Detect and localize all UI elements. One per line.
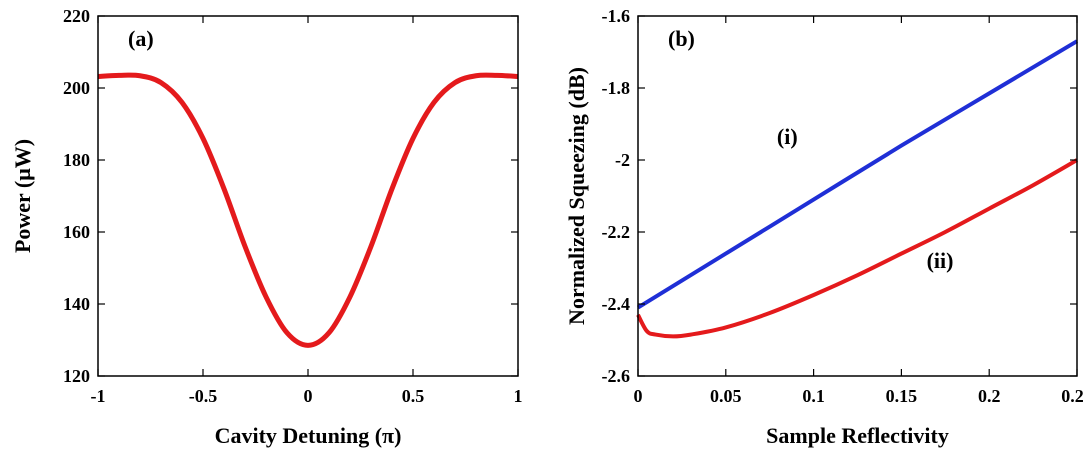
y-tick-label: 120	[63, 366, 90, 386]
panel-b-axes-frame	[637, 15, 1078, 377]
panel-a-power-vs-detuning: -1 -0.5 0 0.5 1 120 140 160 180 200 220 Cavity Detu…	[10, 6, 523, 448]
x-tick-label: -0.5	[189, 386, 218, 406]
x-tick-label: -1	[91, 386, 106, 406]
x-tick-label: 1	[514, 386, 523, 406]
y-tick-label: 180	[63, 150, 90, 170]
panel-label: (b)	[668, 26, 695, 51]
y-tick-label: 220	[63, 6, 90, 26]
y-tick-label: -1.8	[602, 78, 631, 98]
x-tick-label: 0.2	[978, 386, 1001, 406]
y-tick-label: 200	[63, 78, 90, 98]
x-tick-label: 0	[304, 386, 313, 406]
x-tick-label: 0.05	[710, 386, 742, 406]
y-tick-label: -2.6	[602, 366, 631, 386]
x-tick-label: 0	[634, 386, 643, 406]
y-tick-label: -2.4	[602, 294, 631, 314]
y-tick-label: -2	[615, 150, 630, 170]
panel-b-series-line-1	[636, 158, 1078, 339]
panel-a-axes-frame	[97, 15, 519, 377]
y-axis-label: Power (μW)	[10, 139, 35, 253]
y-axis-label: Normalized Squeezing (dB)	[564, 67, 589, 325]
panel-b-series-line-0	[636, 39, 1079, 310]
panel-a-series-line-0	[97, 72, 519, 348]
y-tick-label: -1.6	[602, 6, 631, 26]
y-tick-label: 160	[63, 222, 90, 242]
x-axis-label: Sample Reflectivity	[766, 423, 949, 448]
panel-label: (a)	[128, 26, 154, 51]
series-annotation: (ii)	[927, 248, 954, 273]
x-tick-label: 0.5	[402, 386, 425, 406]
y-tick-label: -2.2	[602, 222, 631, 242]
series-annotation: (i)	[777, 124, 798, 149]
x-tick-label: 0.15	[886, 386, 918, 406]
y-tick-label: 140	[63, 294, 90, 314]
x-tick-label: 0.1	[802, 386, 825, 406]
x-tick-label: 0.25	[1061, 386, 1084, 406]
x-axis-label: Cavity Detuning (π)	[215, 423, 402, 448]
panel-b-squeezing-vs-reflectivity: 0 0.05 0.1 0.15 0.2 0.25 -2.6 -2.4 -2.2 -2 -1.8 -1.…	[564, 6, 1084, 448]
